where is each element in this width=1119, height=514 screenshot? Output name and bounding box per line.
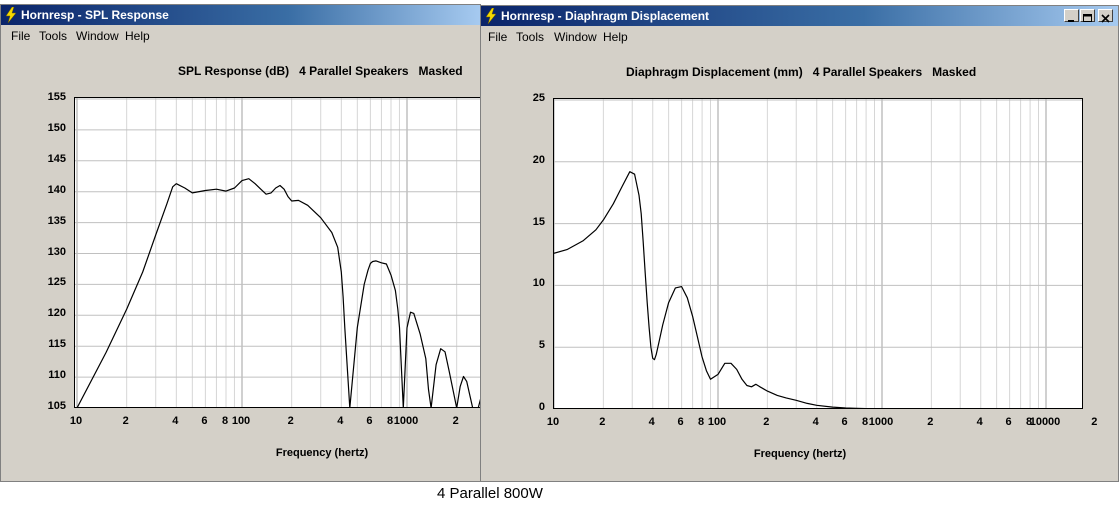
x-tick-label: 1000	[868, 416, 894, 428]
window-title: Hornresp - Diaphragm Displacement	[501, 9, 710, 23]
x-tick-label: 8	[221, 415, 229, 427]
x-tick-label: 2	[599, 416, 606, 428]
y-tick-label: 145	[47, 152, 66, 165]
y-tick-label: 130	[47, 245, 66, 258]
x-tick-label: 8	[862, 416, 869, 428]
spl-plot-area[interactable]	[74, 97, 480, 408]
menu-bar: File Tools Window Help	[481, 27, 1118, 47]
close-button[interactable]	[1098, 9, 1113, 23]
x-tick-label: 6	[677, 416, 684, 428]
minimize-button[interactable]	[1064, 9, 1079, 22]
close-icon	[1101, 14, 1110, 23]
x-tick-label: 10000	[1029, 416, 1061, 428]
displacement-plot-area[interactable]	[553, 98, 1083, 409]
x-tick-label: 6	[1005, 416, 1012, 428]
menu-bar: File Tools Window Help	[1, 26, 480, 46]
menu-help[interactable]: Help	[125, 29, 150, 43]
y-tick-label: 120	[47, 307, 66, 320]
x-tick-label: 2	[927, 416, 934, 428]
x-axis-title: Frequency (hertz)	[275, 447, 369, 459]
series-line	[76, 178, 480, 407]
x-tick-label: 4	[976, 416, 983, 428]
menu-tools[interactable]: Tools	[516, 30, 545, 44]
x-tick-label: 10	[69, 415, 83, 427]
chart-title: SPL Response (dB) 4 Parallel Speakers Ma…	[178, 64, 463, 78]
window-title: Hornresp - SPL Response	[21, 8, 169, 22]
maximize-button[interactable]	[1080, 9, 1095, 22]
x-tick-label: 4	[172, 415, 179, 427]
caption: 4 Parallel 800W	[437, 485, 543, 502]
menu-help[interactable]: Help	[603, 30, 628, 44]
y-tick-label: 115	[48, 338, 66, 351]
title-bar[interactable]: Hornresp - SPL Response	[1, 5, 480, 25]
chart-svg	[75, 98, 480, 407]
x-tick-label: 2	[452, 415, 459, 427]
y-tick-label: 155	[47, 91, 66, 103]
y-tick-label: 0	[538, 401, 545, 413]
x-tick-label: 2	[122, 415, 129, 427]
menu-window[interactable]: Window	[554, 30, 597, 44]
x-tick-label: 8	[1026, 416, 1033, 428]
x-tick-label: 2	[763, 416, 770, 428]
x-tick-label: 2	[287, 415, 294, 427]
menu-window[interactable]: Window	[76, 29, 119, 43]
y-tick-label: 140	[47, 183, 66, 196]
y-tick-label: 135	[47, 214, 66, 227]
hornresp-logo-icon	[5, 7, 17, 23]
x-tick-label: 4	[337, 415, 344, 427]
y-tick-label: 15	[532, 215, 545, 228]
y-tick-label: 125	[47, 276, 66, 289]
y-tick-label: 5	[538, 339, 545, 352]
series-line	[554, 171, 867, 408]
y-tick-label: 25	[532, 92, 545, 104]
minimize-icon	[1068, 20, 1074, 22]
x-tick-label: 8	[698, 416, 705, 428]
x-tick-label: 4	[812, 416, 819, 428]
x-axis-title: Frequency (hertz)	[753, 448, 847, 460]
menu-tools[interactable]: Tools	[39, 29, 68, 43]
y-tick-label: 150	[47, 121, 66, 134]
hornresp-logo-icon	[485, 8, 497, 24]
x-tick-label: 6	[841, 416, 848, 428]
x-tick-label: 6	[201, 415, 208, 427]
x-tick-label: 8	[386, 415, 394, 427]
x-tick-label: 100	[231, 415, 251, 427]
x-tick-label: 4	[648, 416, 655, 428]
x-tick-label: 6	[366, 415, 373, 427]
x-tick-label: 1000	[393, 415, 419, 427]
x-tick-label: 100	[707, 416, 727, 428]
chart-svg	[554, 99, 1082, 408]
y-tick-label: 105	[47, 400, 66, 412]
title-bar[interactable]: Hornresp - Diaphragm Displacement	[481, 6, 1118, 26]
maximize-icon	[1083, 14, 1092, 22]
chart-title: Diaphragm Displacement (mm) 4 Parallel S…	[626, 65, 977, 79]
x-tick-label: 10	[546, 416, 560, 428]
diaphragm-displacement-window[interactable]: Hornresp - Diaphragm Displacement File T…	[480, 5, 1119, 482]
x-tick-label: 2	[1091, 416, 1098, 428]
y-tick-label: 110	[48, 369, 66, 382]
y-tick-label: 20	[532, 153, 545, 166]
menu-file[interactable]: File	[488, 30, 508, 44]
spl-response-window[interactable]: Hornresp - SPL Response File Tools Windo…	[0, 4, 481, 482]
menu-file[interactable]: File	[11, 29, 31, 43]
y-tick-label: 10	[532, 277, 545, 290]
